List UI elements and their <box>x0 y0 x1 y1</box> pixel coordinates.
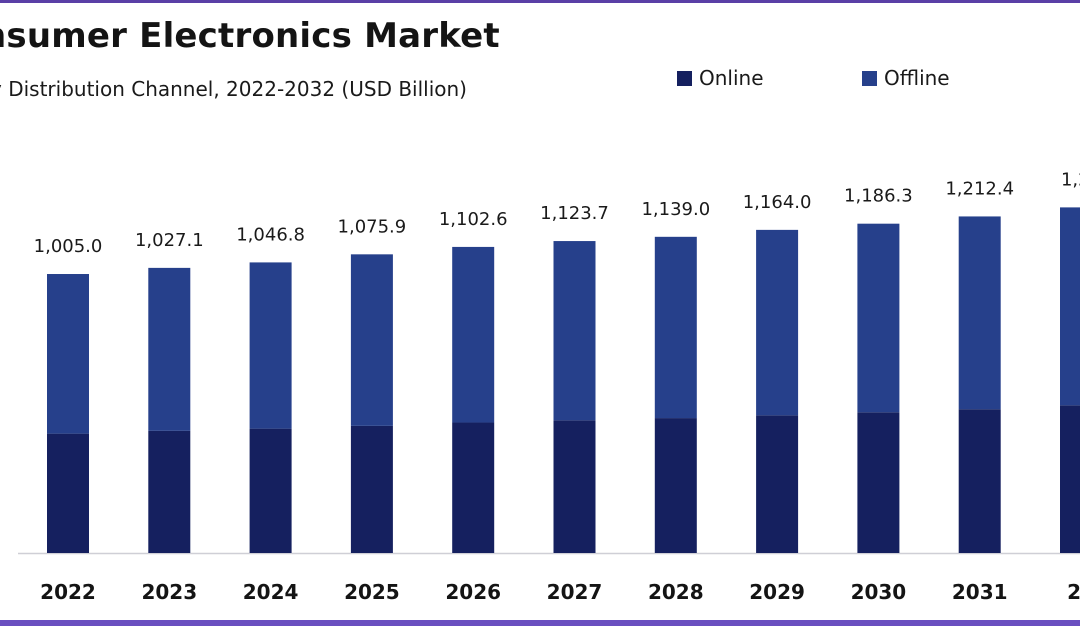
top-border <box>0 0 1080 3</box>
bar-offline-2023 <box>148 267 191 431</box>
bar-online-2028 <box>654 418 697 553</box>
bar-online-2027 <box>553 420 596 553</box>
total-label-2027: 1,123.7 <box>540 203 609 224</box>
bar-online-2026 <box>452 422 495 553</box>
x-tick-label-2026: 2026 <box>445 580 501 604</box>
legend-offline-label: Offline <box>884 66 950 90</box>
bar-online-2024 <box>249 428 292 553</box>
legend-offline: Offline <box>862 66 950 90</box>
legend-online-label: Online <box>699 66 764 90</box>
chart-title: nsumer Electronics Market <box>0 16 500 56</box>
x-tick-label-2028: 2028 <box>648 580 704 604</box>
total-label-2030: 1,186.3 <box>844 186 913 207</box>
x-tick-label-2027: 2027 <box>547 580 603 604</box>
legend-online: Online <box>677 66 764 90</box>
x-tick-label-2023: 2023 <box>141 580 197 604</box>
bar-offline-2026 <box>452 246 495 423</box>
total-label-2022: 1,005.0 <box>34 236 103 257</box>
x-tick-label-2031: 2031 <box>952 580 1008 604</box>
bar-online-2025 <box>350 425 393 553</box>
bar-online-2029 <box>756 415 799 553</box>
bar-online-2022 <box>47 433 89 553</box>
x-tick-label-2029: 2029 <box>749 580 805 604</box>
bar-offline-2028 <box>654 236 697 419</box>
total-label-2031: 1,212.4 <box>945 178 1014 199</box>
legend-online-swatch <box>677 70 692 86</box>
bar-offline-2025 <box>350 254 393 426</box>
bottom-border <box>0 620 1080 626</box>
bar-offline-2030 <box>857 223 900 413</box>
total-label-2026: 1,102.6 <box>439 209 508 230</box>
x-tick-label-2025: 2025 <box>344 580 400 604</box>
bar-online-2023 <box>148 430 191 553</box>
total-label-2023: 1,027.1 <box>135 230 204 251</box>
bar-offline-2031 <box>958 216 1001 410</box>
bar-offline-2029 <box>756 229 799 416</box>
total-label-2025: 1,075.9 <box>338 216 407 237</box>
x-tick-label-20: 20 <box>1067 580 1080 604</box>
bar-online-2030 <box>857 412 900 553</box>
total-label-2028: 1,139.0 <box>641 199 710 220</box>
x-tick-label-2022: 2022 <box>40 580 96 604</box>
total-label-2029: 1,164.0 <box>743 192 812 213</box>
bar-online-2031 <box>958 409 1001 553</box>
total-label-2024: 1,046.8 <box>236 224 305 245</box>
bar-offline-2024 <box>249 262 292 429</box>
total-label-20: 1,24 <box>1061 169 1080 190</box>
x-tick-label-2024: 2024 <box>243 580 299 604</box>
bar-offline-20 <box>1060 207 1080 406</box>
x-tick-label-2030: 2030 <box>851 580 907 604</box>
chart-subtitle: y Distribution Channel, 2022-2032 (USD B… <box>0 77 467 101</box>
legend-offline-swatch <box>862 70 877 86</box>
bar-online-20 <box>1060 405 1080 553</box>
bar-offline-2022 <box>47 274 89 434</box>
bar-offline-2027 <box>553 241 596 421</box>
